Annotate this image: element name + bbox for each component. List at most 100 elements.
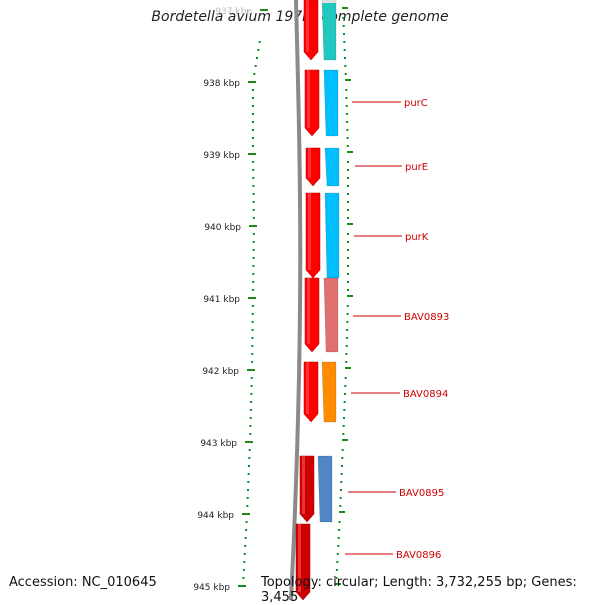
minor-tick-inner: [338, 529, 341, 531]
minor-tick: [247, 489, 249, 491]
minor-tick: [244, 537, 247, 539]
minor-tick: [252, 209, 255, 211]
minor-tick-inner: [346, 329, 349, 331]
minor-tick: [243, 553, 246, 555]
minor-tick-inner: [339, 497, 342, 499]
gene-block: [323, 69, 339, 137]
tick-label: 945 kbp: [193, 583, 230, 593]
minor-tick-inner: [342, 17, 345, 19]
minor-tick-inner: [340, 481, 343, 483]
minor-tick-inner: [343, 33, 345, 35]
minor-tick-inner: [340, 489, 342, 491]
gene-arrow-highlight: [307, 70, 310, 128]
minor-tick-inner: [335, 569, 338, 571]
minor-tick: [251, 353, 254, 355]
minor-tick: [251, 361, 254, 363]
minor-tick: [250, 393, 253, 395]
minor-tick-inner: [347, 233, 349, 235]
minor-tick-inner: [345, 361, 348, 363]
minor-tick: [250, 385, 253, 387]
minor-tick: [251, 305, 254, 307]
minor-tick: [251, 313, 254, 315]
minor-tick-inner: [345, 113, 348, 115]
minor-tick-inner: [346, 305, 349, 307]
genome-backbone: [289, 0, 303, 600]
minor-tick: [246, 505, 249, 507]
minor-tick: [252, 113, 254, 115]
tick-layer: 937 kbp 938 kbp 939 kbp 940 kbp 941 kbp 942 k…: [193, 7, 353, 593]
gene-block: [317, 455, 333, 523]
minor-tick: [248, 449, 251, 451]
gene-arrow-highlight: [306, 362, 309, 414]
tick-label: 938 kbp: [203, 79, 240, 89]
tick-label: 943 kbp: [200, 439, 237, 449]
minor-tick: [242, 569, 245, 571]
accession-label: Accession: NC_010645: [9, 575, 157, 590]
minor-tick: [252, 145, 254, 147]
gene-block: [321, 361, 337, 423]
minor-tick-inner: [336, 553, 339, 555]
gene-block: [324, 147, 340, 187]
tick-label: 942 kbp: [202, 367, 239, 377]
minor-tick-inner: [346, 145, 349, 147]
minor-tick: [252, 105, 254, 107]
minor-tick-inner: [336, 561, 339, 563]
minor-tick-inner: [347, 217, 349, 219]
minor-tick-inner: [342, 25, 345, 27]
minor-tick-inner: [343, 41, 346, 43]
minor-tick: [248, 457, 251, 459]
gene-arrow-highlight: [298, 524, 301, 592]
minor-tick: [252, 273, 255, 275]
minor-tick-inner: [347, 169, 349, 171]
minor-tick-inner: [345, 89, 348, 91]
minor-tick-inner: [347, 201, 349, 203]
minor-tick-inner: [346, 313, 349, 315]
minor-tick: [252, 193, 255, 195]
minor-tick-inner: [345, 353, 348, 355]
gene-label: purE: [405, 162, 428, 173]
minor-tick: [252, 121, 254, 123]
minor-tick: [258, 41, 261, 43]
minor-tick: [252, 281, 255, 283]
minor-tick-inner: [347, 185, 349, 187]
minor-tick: [254, 65, 257, 67]
minor-tick-inner: [337, 545, 340, 547]
gene-label: purC: [404, 98, 428, 109]
minor-tick-inner: [342, 433, 345, 435]
minor-tick: [252, 249, 255, 251]
tick-label: 941 kbp: [203, 295, 240, 305]
minor-tick-inner: [335, 577, 338, 579]
minor-tick-inner: [343, 417, 345, 419]
minor-tick: [252, 89, 254, 91]
gene-label: BAV0896: [396, 550, 441, 561]
minor-tick: [248, 465, 250, 467]
minor-tick-inner: [338, 521, 341, 523]
minor-tick: [252, 265, 255, 267]
minor-tick: [247, 473, 250, 475]
tick-label: 937 kbp: [215, 7, 252, 17]
minor-tick: [251, 337, 254, 339]
minor-tick-inner: [344, 57, 346, 59]
minor-tick: [246, 497, 249, 499]
minor-tick-inner: [344, 65, 347, 67]
minor-tick: [252, 177, 255, 179]
minor-tick: [251, 321, 254, 323]
minor-tick-inner: [342, 425, 345, 427]
gene-label: purK: [405, 232, 429, 243]
minor-tick-inner: [347, 193, 349, 195]
gene-arrow-highlight: [308, 193, 311, 270]
minor-tick-inner: [344, 393, 346, 395]
minor-tick: [252, 217, 255, 219]
minor-tick-inner: [343, 401, 346, 403]
gene-arrow-highlight: [306, 0, 309, 52]
minor-tick: [242, 577, 245, 579]
diagram-title: Bordetella avium 197N, complete genome: [151, 9, 449, 25]
minor-tick-inner: [343, 409, 346, 411]
topology-label: Topology: circular; Length: 3,732,255 bp…: [261, 575, 577, 605]
minor-tick-inner: [347, 209, 349, 211]
minor-tick-inner: [343, 49, 346, 51]
gene-layer: [295, 0, 340, 600]
minor-tick: [251, 345, 254, 347]
gene-arrow-highlight: [308, 148, 311, 178]
minor-tick-inner: [347, 273, 349, 275]
